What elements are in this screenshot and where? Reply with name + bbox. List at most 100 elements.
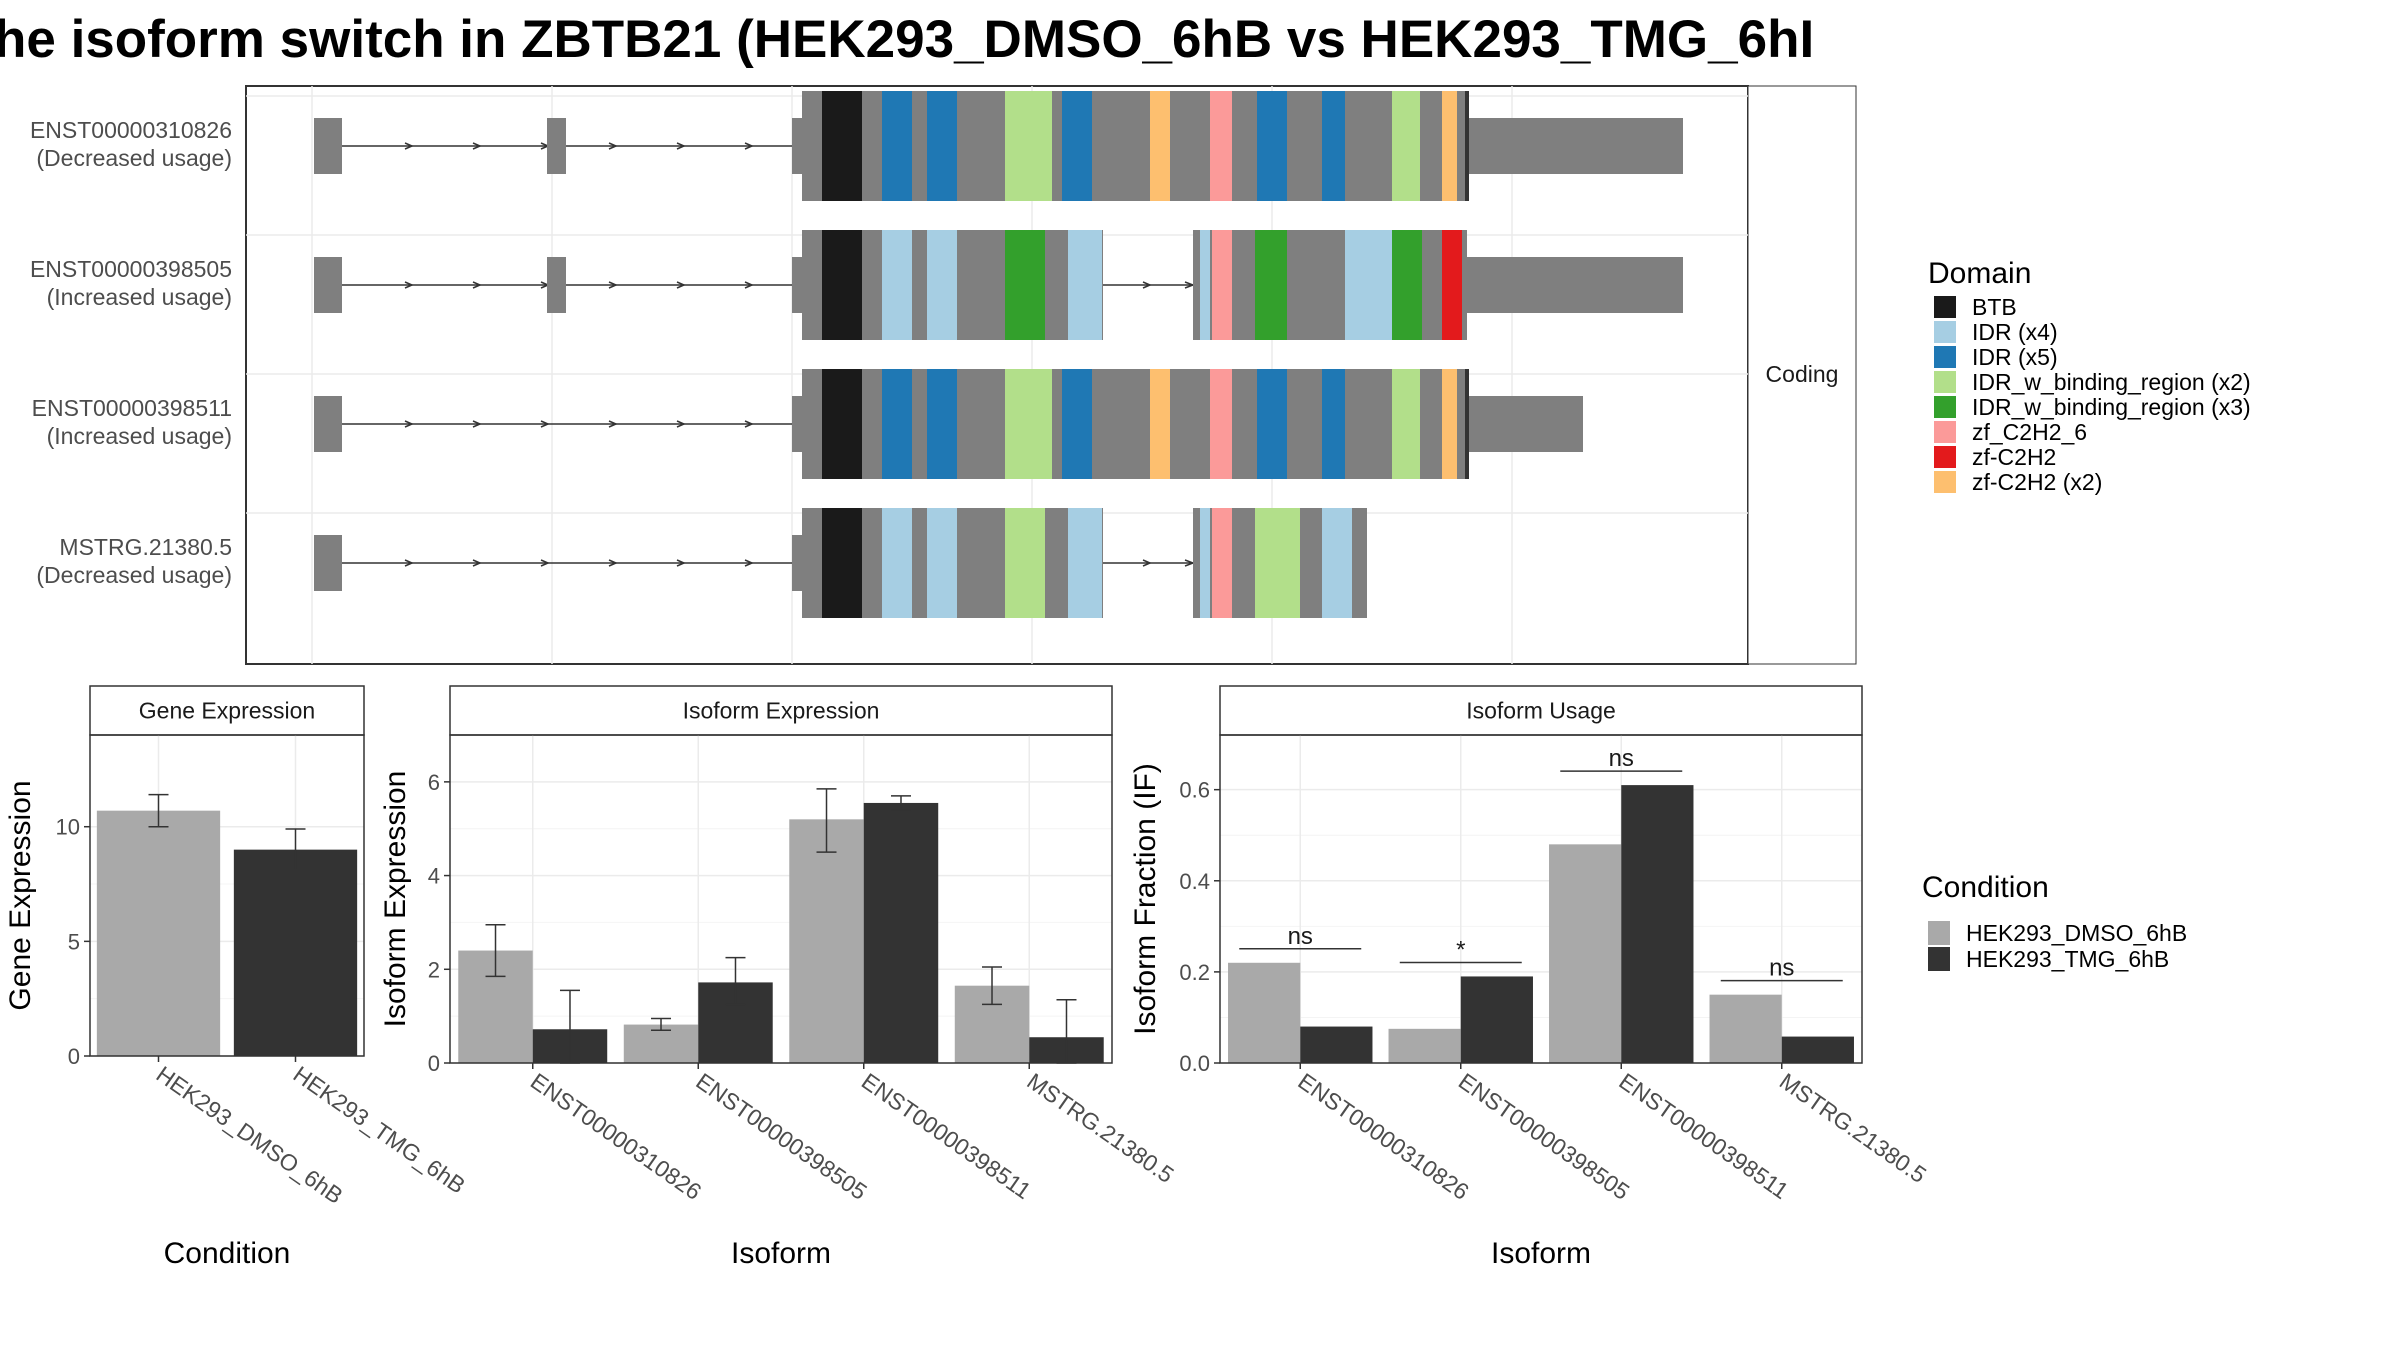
domain-segment — [1442, 369, 1457, 479]
legend-label: zf-C2H2 — [1972, 444, 2056, 470]
legend-swatch — [1934, 371, 1956, 393]
utr-exon — [314, 118, 342, 174]
coding-end-marker — [1465, 369, 1469, 479]
isoform-id-label: ENST00000398505 — [30, 256, 232, 282]
domain-segment — [1212, 508, 1232, 618]
intron-arrow — [404, 142, 414, 150]
domain-segment — [882, 91, 912, 201]
intron-arrow — [608, 559, 618, 567]
significance-label: ns — [1769, 955, 1794, 982]
domain-segment — [822, 508, 862, 618]
intron-arrow — [676, 281, 686, 289]
panel-strip — [449, 685, 1113, 736]
y-tick-label: 0.2 — [1179, 960, 1210, 985]
domain-segment — [822, 369, 862, 479]
intron-arrow — [1142, 559, 1152, 567]
utr-exon — [792, 118, 804, 174]
utr-exon — [1467, 118, 1683, 174]
domain-segment — [1062, 91, 1092, 201]
y-tick-label: 0.4 — [1179, 869, 1210, 894]
x-axis-title: Condition — [164, 1237, 291, 1270]
bar — [1781, 1036, 1854, 1063]
y-tick-label: 0.6 — [1179, 778, 1210, 803]
legend-label: HEK293_TMG_6hB — [1966, 946, 2169, 972]
x-tick-label: ENST00000398511 — [1614, 1068, 1793, 1204]
coding-end-marker — [1465, 91, 1469, 201]
panel-strip-title: Isoform Expression — [683, 698, 880, 724]
domain-segment — [1255, 230, 1287, 340]
utr-exon — [547, 118, 566, 174]
legend-label: IDR (x4) — [1972, 319, 2058, 345]
panel-strip-title: Gene Expression — [139, 698, 315, 724]
domain-segment — [1005, 91, 1052, 201]
domain-segment — [1005, 508, 1045, 618]
domain-segment — [822, 91, 862, 201]
y-tick-label: 0 — [428, 1051, 440, 1076]
domain-segment — [1392, 91, 1420, 201]
domain-segment — [882, 508, 912, 618]
bar — [1388, 1028, 1461, 1063]
domain-segment — [1212, 230, 1232, 340]
isoform-usage-label: (Decreased usage) — [36, 562, 232, 588]
bar — [96, 810, 221, 1056]
domain-segment — [1150, 91, 1170, 201]
domain-segment — [1255, 508, 1300, 618]
isoform-usage-label: (Increased usage) — [47, 284, 232, 310]
domain-legend-title: Domain — [1928, 257, 2031, 290]
x-tick-label: ENST00000398511 — [857, 1068, 1036, 1204]
domain-segment — [882, 369, 912, 479]
domain-segment — [1210, 91, 1232, 201]
x-axis-title: Isoform — [731, 1237, 831, 1270]
intron-arrow — [608, 142, 618, 150]
domain-segment — [1442, 230, 1462, 340]
domain-segment — [1257, 369, 1287, 479]
panel-strip — [1219, 685, 1863, 736]
intron-arrow — [472, 559, 482, 567]
utr-exon — [792, 535, 804, 591]
domain-segment — [1392, 369, 1420, 479]
domain-segment — [1322, 508, 1352, 618]
significance-label: ns — [1609, 745, 1634, 772]
intron-arrow — [472, 420, 482, 428]
domain-segment — [1200, 230, 1210, 340]
intron-arrow — [472, 281, 482, 289]
domain-segment — [1068, 508, 1102, 618]
y-tick-label: 2 — [428, 957, 440, 982]
x-axis-title: Isoform — [1491, 1237, 1591, 1270]
y-axis-title: Gene Expression — [4, 780, 37, 1010]
intron-arrow — [472, 142, 482, 150]
y-tick-label: 10 — [56, 815, 80, 840]
utr-exon — [792, 396, 804, 452]
y-tick-label: 4 — [428, 864, 440, 889]
panel-border — [89, 734, 365, 1057]
y-axis-title: Isoform Expression — [379, 771, 412, 1028]
bar — [1549, 844, 1622, 1063]
domain-segment — [1392, 230, 1422, 340]
intron-arrow — [404, 420, 414, 428]
utr-exon — [314, 535, 342, 591]
domain-segment — [1005, 230, 1045, 340]
legend-swatch — [1928, 947, 1950, 971]
legend-label: IDR (x5) — [1972, 344, 2058, 370]
coding-exon — [802, 91, 1467, 201]
legend-swatch — [1934, 471, 1956, 493]
legend-label: IDR_w_binding_region (x3) — [1972, 394, 2251, 420]
domain-segment — [1068, 230, 1102, 340]
isoform-usage-label: (Decreased usage) — [36, 145, 232, 171]
legend-swatch — [1934, 346, 1956, 368]
bar — [233, 849, 358, 1056]
domain-segment — [927, 230, 957, 340]
intron-arrow — [744, 420, 754, 428]
y-tick-label: 5 — [68, 929, 80, 954]
significance-label: * — [1456, 936, 1465, 963]
coding-exon — [802, 369, 1467, 479]
utr-exon — [314, 396, 342, 452]
x-tick-label: MSTRG.21380.5 — [1022, 1068, 1178, 1188]
isoform-usage-label: (Increased usage) — [47, 423, 232, 449]
gene-expression-panel: Gene Expression0510HEK293_DMSO_6hBHEK293… — [4, 685, 470, 1270]
domain-segment — [1005, 369, 1052, 479]
intron-arrow — [540, 559, 550, 567]
